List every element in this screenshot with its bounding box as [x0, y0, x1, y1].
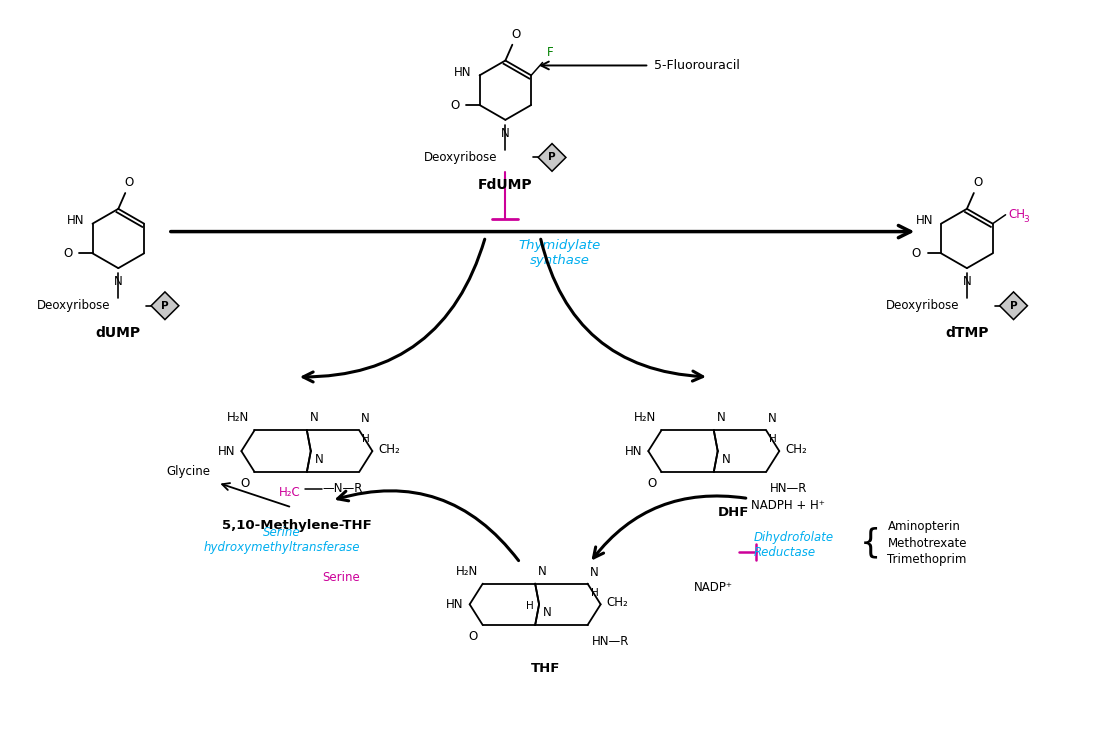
Text: Serine: Serine: [323, 571, 361, 584]
Text: {: {: [860, 527, 881, 559]
Text: O: O: [450, 99, 460, 111]
Text: —N—R: —N—R: [323, 482, 363, 495]
Text: dUMP: dUMP: [95, 326, 141, 341]
Text: CH: CH: [1009, 209, 1026, 221]
Text: H₂N: H₂N: [634, 411, 656, 424]
Text: 3: 3: [1023, 214, 1029, 224]
Text: Deoxyribose: Deoxyribose: [886, 299, 959, 312]
Text: N: N: [717, 411, 726, 424]
Text: H: H: [769, 434, 777, 444]
Text: O: O: [647, 477, 656, 490]
Polygon shape: [538, 144, 566, 171]
Text: H: H: [362, 434, 370, 444]
Text: N: N: [114, 275, 123, 288]
Text: CH₂: CH₂: [606, 596, 628, 609]
Text: Aminopterin: Aminopterin: [888, 519, 960, 533]
Text: O: O: [240, 477, 250, 490]
Polygon shape: [1000, 292, 1028, 320]
Text: 5,10-Methylene-THF: 5,10-Methylene-THF: [222, 519, 372, 532]
Text: O: O: [512, 27, 521, 41]
Text: H₂C: H₂C: [280, 486, 301, 499]
Text: Glycine: Glycine: [166, 464, 211, 478]
Text: N: N: [310, 411, 319, 424]
Text: CH₂: CH₂: [785, 443, 807, 456]
Text: NADP⁺: NADP⁺: [694, 581, 733, 594]
Text: 5-Fluorouracil: 5-Fluorouracil: [654, 59, 740, 72]
Text: HN: HN: [446, 598, 464, 611]
Text: N: N: [768, 413, 777, 425]
Text: O: O: [911, 247, 921, 260]
Text: N: N: [501, 127, 509, 139]
Text: HN: HN: [454, 66, 472, 79]
Text: H₂N: H₂N: [455, 565, 477, 578]
Text: NADPH + H⁺: NADPH + H⁺: [750, 499, 825, 512]
Text: Deoxyribose: Deoxyribose: [424, 151, 497, 164]
Text: DHF: DHF: [718, 506, 749, 519]
Text: Dihydrofolate
Reductase: Dihydrofolate Reductase: [754, 531, 834, 559]
Text: N: N: [538, 565, 547, 578]
Text: O: O: [63, 247, 72, 260]
Text: P: P: [161, 301, 169, 311]
Text: Trimethoprim: Trimethoprim: [888, 554, 967, 566]
Text: HN: HN: [218, 444, 235, 458]
Text: N: N: [722, 453, 730, 466]
Text: N: N: [315, 453, 323, 466]
Text: F: F: [546, 45, 553, 59]
Text: dTMP: dTMP: [945, 326, 989, 341]
Text: FdUMP: FdUMP: [478, 178, 533, 192]
Text: N: N: [543, 606, 552, 620]
Text: THF: THF: [531, 662, 559, 675]
Text: Serine
hydroxymethyltransferase: Serine hydroxymethyltransferase: [204, 526, 361, 554]
Text: HN—R: HN—R: [770, 482, 808, 495]
Text: N: N: [361, 413, 370, 425]
Text: H: H: [591, 588, 598, 597]
Text: CH₂: CH₂: [379, 443, 400, 456]
Text: N: N: [589, 565, 598, 579]
Text: P: P: [548, 152, 556, 162]
Text: Methotrexate: Methotrexate: [888, 536, 967, 550]
Text: O: O: [468, 630, 477, 643]
Text: HN: HN: [916, 214, 934, 227]
Text: HN—R: HN—R: [592, 635, 629, 648]
Text: P: P: [1010, 301, 1018, 311]
Text: N: N: [962, 275, 971, 288]
Text: Deoxyribose: Deoxyribose: [37, 299, 110, 312]
Text: O: O: [124, 176, 134, 189]
Text: HN: HN: [67, 214, 84, 227]
Text: H: H: [526, 601, 534, 611]
Text: H₂N: H₂N: [228, 411, 250, 424]
Text: O: O: [973, 176, 982, 189]
Text: Thymidylate
synthase: Thymidylate synthase: [518, 240, 602, 267]
Text: HN: HN: [625, 444, 643, 458]
Polygon shape: [151, 292, 179, 320]
